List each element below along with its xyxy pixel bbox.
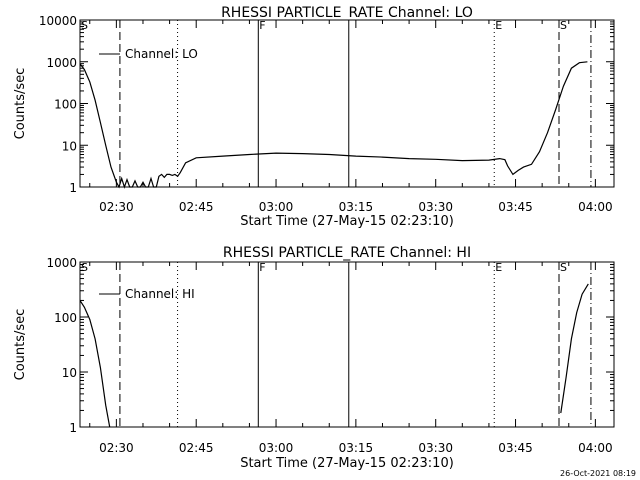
y-axis-label: Counts/sec (13, 68, 28, 140)
event-marker-label: F (259, 19, 265, 32)
x-axis-label: Start Time (27-May-15 02:23:10) (240, 214, 454, 229)
y-tick-label: 10 (62, 139, 77, 153)
x-tick-label: 03:15 (339, 441, 374, 455)
series-line (79, 61, 588, 189)
y-tick-label: 1 (69, 421, 77, 435)
x-tick-label: 02:30 (99, 441, 134, 455)
x-tick-label: 04:00 (578, 200, 613, 214)
x-axis-label: Start Time (27-May-15 02:23:10) (240, 456, 454, 471)
x-tick-label: 02:30 (99, 200, 134, 214)
event-marker-label: F (259, 261, 265, 274)
x-tick-label: 03:30 (418, 200, 453, 214)
event-marker-label: S (560, 19, 567, 32)
x-tick-label: 03:45 (498, 200, 533, 214)
plot-frame (79, 261, 615, 428)
y-tick-label: 1000 (46, 56, 77, 70)
event-marker-label: E (495, 19, 502, 32)
x-tick-label: 02:45 (179, 200, 214, 214)
plot-frame (79, 19, 615, 188)
event-marker-label: E (495, 261, 502, 274)
chart-title: RHESSI PARTICLE_RATE Channel: HI (223, 245, 471, 261)
y-tick-label: 10 (62, 366, 77, 380)
x-tick-label: 03:00 (259, 200, 294, 214)
footer-timestamp: 26-Oct-2021 08:19 (560, 469, 636, 478)
x-tick-label: 03:00 (259, 441, 294, 455)
event-marker-label: S (560, 261, 567, 274)
legend-label: Channel: HI (125, 287, 195, 301)
x-tick-label: 02:45 (179, 441, 214, 455)
panel-hi: RHESSI PARTICLE_RATE Channel: HI Counts/s… (13, 245, 615, 471)
panel-lo: RHESSI PARTICLE_RATE Channel: LO Counts/s… (13, 5, 615, 229)
x-tick-label: 03:15 (339, 200, 374, 214)
y-tick-label: 100 (54, 98, 77, 112)
x-tick-label: 04:00 (578, 441, 613, 455)
series-line (79, 283, 589, 428)
legend-label: Channel: LO (125, 47, 198, 61)
event-marker-label: S (81, 19, 88, 32)
y-tick-label: 1 (69, 181, 77, 195)
event-marker-label: S (81, 261, 88, 274)
y-axis-label: Counts/sec (13, 309, 28, 381)
x-tick-label: 03:45 (498, 441, 533, 455)
y-tick-label: 10000 (39, 14, 77, 28)
x-tick-label: 03:30 (418, 441, 453, 455)
chart-title: RHESSI PARTICLE_RATE Channel: LO (221, 5, 473, 21)
y-tick-label: 1000 (46, 256, 77, 270)
y-tick-label: 100 (54, 311, 77, 325)
